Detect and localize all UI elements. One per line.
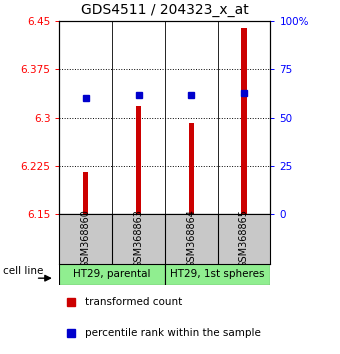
Text: HT29, 1st spheres: HT29, 1st spheres [170,269,265,279]
Bar [83,172,88,214]
Text: cell line: cell line [3,266,44,276]
Bar [136,106,141,214]
Text: HT29, parental: HT29, parental [73,269,151,279]
Bar [165,264,270,285]
Text: percentile rank within the sample: percentile rank within the sample [85,328,260,338]
Text: transformed count: transformed count [85,297,182,307]
Title: GDS4511 / 204323_x_at: GDS4511 / 204323_x_at [81,4,249,17]
Bar [189,123,194,214]
Bar [59,264,165,285]
Text: GSM368864: GSM368864 [186,210,196,268]
Text: GSM368860: GSM368860 [81,210,91,268]
Bar [241,28,246,214]
Text: GSM368863: GSM368863 [134,210,143,268]
Text: GSM368865: GSM368865 [239,210,249,268]
